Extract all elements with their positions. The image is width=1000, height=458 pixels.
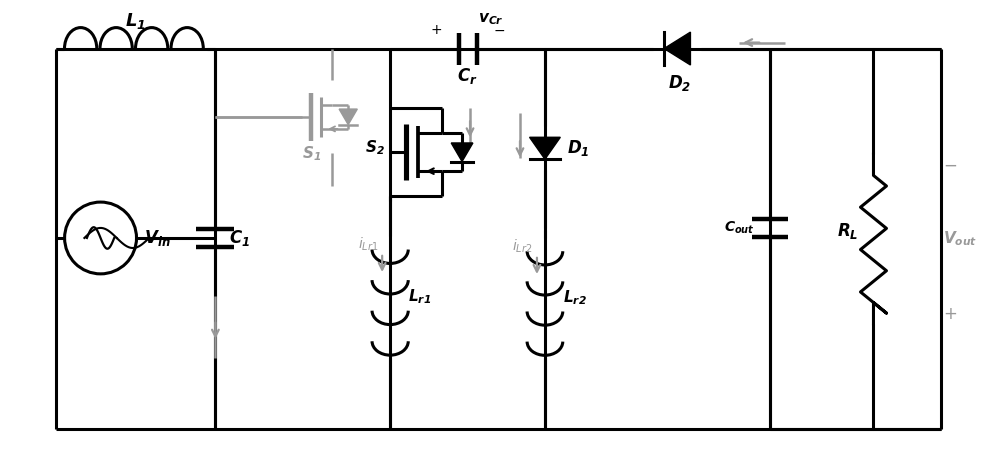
Text: $+$: $+$ <box>943 305 958 323</box>
Text: $\bfit{C}_1$: $\bfit{C}_1$ <box>229 228 250 248</box>
Text: $\bfit{L}_{r1}$: $\bfit{L}_{r1}$ <box>408 288 431 306</box>
Text: $\bfit{D}_2$: $\bfit{D}_2$ <box>668 73 691 93</box>
Text: $\bfit{V}_{in}$: $\bfit{V}_{in}$ <box>144 228 171 248</box>
Text: $\bfit{S}_2$: $\bfit{S}_2$ <box>365 138 385 157</box>
Polygon shape <box>451 143 473 162</box>
Text: $\bfit{v}_{Cr}$: $\bfit{v}_{Cr}$ <box>478 11 503 27</box>
Text: $i_{Lr1}$: $i_{Lr1}$ <box>358 236 378 253</box>
Text: $\bfit{C}_r$: $\bfit{C}_r$ <box>457 66 478 87</box>
Text: $\bfit{S}_1$: $\bfit{S}_1$ <box>302 144 321 163</box>
Polygon shape <box>664 32 690 65</box>
Text: $-$: $-$ <box>943 155 958 173</box>
Text: $\bfit{L}_{r2}$: $\bfit{L}_{r2}$ <box>563 289 587 307</box>
Text: $+$: $+$ <box>430 22 442 37</box>
Text: $\bfit{R}_L$: $\bfit{R}_L$ <box>837 221 859 241</box>
Polygon shape <box>339 109 357 125</box>
Polygon shape <box>530 137 560 159</box>
Text: $-$: $-$ <box>493 22 506 37</box>
Text: $\bfit{D}_1$: $\bfit{D}_1$ <box>567 138 590 158</box>
Text: $i_{Lr2}$: $i_{Lr2}$ <box>512 238 533 256</box>
Text: $\bfit{V}_{out}$: $\bfit{V}_{out}$ <box>943 229 978 248</box>
Text: $\bfit{C}_{out}$: $\bfit{C}_{out}$ <box>724 220 755 236</box>
Text: $\bfit{L}_1$: $\bfit{L}_1$ <box>125 11 146 31</box>
